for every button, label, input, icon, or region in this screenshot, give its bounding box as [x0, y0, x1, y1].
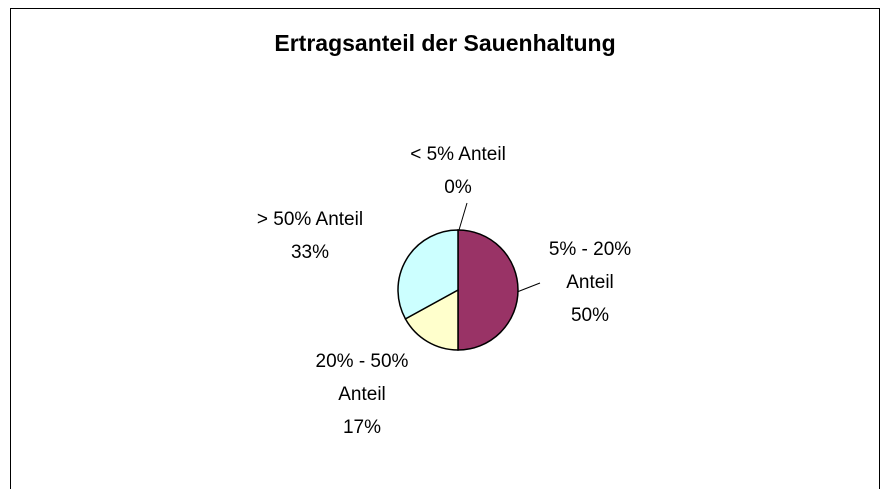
- pie: [397, 229, 519, 351]
- pie-slice: [404, 288, 459, 351]
- slice-label: > 50% Anteil 33%: [240, 203, 380, 269]
- value-label: 50%: [570, 305, 610, 326]
- leader-line: [516, 282, 541, 293]
- leader-line: [458, 202, 468, 231]
- slice-label: < 5% Anteil 0%: [378, 138, 538, 204]
- category-label: > 50% Anteil: [256, 209, 364, 230]
- pie-slice: [457, 229, 519, 351]
- chart-title: Ertragsanteil der Sauenhaltung: [274, 30, 616, 56]
- slice-label: 5% - 20% Anteil 50%: [540, 233, 640, 332]
- pie-slice: [397, 229, 459, 320]
- value-label: 0%: [444, 177, 472, 198]
- value-label: 17%: [342, 417, 382, 438]
- category-label: 5% - 20% Anteil: [548, 239, 632, 293]
- category-label: 20% - 50% Anteil: [315, 351, 409, 405]
- value-label: 33%: [290, 242, 330, 263]
- slice-label: 20% - 50% Anteil 17%: [307, 345, 417, 444]
- category-label: < 5% Anteil: [410, 144, 506, 165]
